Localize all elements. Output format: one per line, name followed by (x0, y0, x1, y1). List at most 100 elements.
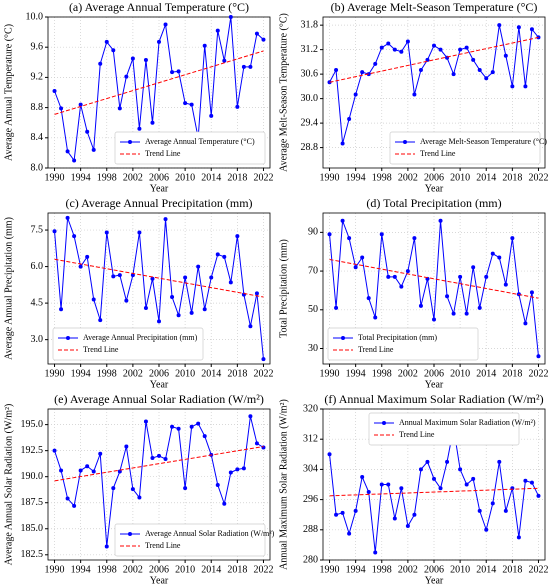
plot-frame (322, 212, 546, 365)
y-tick-label: 8.4 (31, 132, 44, 143)
data-point (399, 284, 404, 289)
data-point (405, 39, 410, 44)
data-point (366, 296, 371, 301)
data-point (98, 61, 103, 66)
data-point (412, 236, 417, 241)
data-point (523, 478, 528, 483)
legend-box (327, 327, 479, 361)
data-point (183, 275, 188, 280)
trend-line (329, 258, 539, 299)
data-point (228, 280, 233, 285)
data-point (215, 252, 220, 257)
data-point (254, 291, 259, 296)
data-point (111, 274, 116, 279)
data-point (451, 311, 456, 316)
data-point (222, 501, 227, 506)
x-tick-label: 2002 (123, 172, 143, 183)
data-point (432, 317, 436, 322)
legend-label: Trend Line (145, 149, 181, 158)
data-point (347, 117, 352, 122)
x-tick-label: 2022 (528, 368, 548, 379)
data-point (52, 448, 57, 453)
y-axis-label: Annual Maximum Solar Radiation (W/m²) (278, 399, 289, 570)
data-point (261, 357, 266, 362)
data-point (458, 467, 463, 472)
data-point (529, 290, 534, 295)
x-axis-label: Year (425, 183, 444, 194)
x-tick-label: 1990 (320, 564, 340, 575)
data-point (143, 58, 148, 63)
legend-marker (382, 421, 386, 425)
legend-box (114, 131, 266, 165)
data-point (464, 311, 469, 316)
plot-frame (322, 16, 546, 169)
data-point (176, 69, 181, 74)
data-point (327, 452, 332, 457)
data-point (405, 524, 410, 529)
data-point (497, 255, 502, 260)
data-point (366, 490, 371, 495)
x-axis-label: Year (425, 379, 444, 390)
data-point (497, 459, 502, 464)
trend-line (54, 50, 264, 115)
x-axis-label: Year (150, 183, 169, 194)
data-point (98, 318, 103, 323)
data-point (503, 282, 508, 287)
y-tick-label: 288 (303, 524, 318, 535)
y-tick-label: 50 (308, 304, 318, 315)
data-point (209, 113, 214, 118)
data-point (425, 57, 430, 62)
x-tick-label: 2014 (201, 172, 221, 183)
y-axis-label: Total Precipitation (mm) (278, 239, 289, 338)
x-tick-label: 2014 (476, 172, 496, 183)
data-point (157, 39, 161, 44)
x-tick-label: 2018 (502, 368, 522, 379)
data-point (176, 426, 181, 431)
x-tick-label: 2018 (502, 564, 522, 575)
legend-label: Annual Maximum Solar Radiation (W/m²) (399, 418, 536, 427)
data-point (360, 474, 365, 479)
x-tick-label: 1994 (71, 564, 91, 575)
x-tick-label: 2014 (201, 564, 221, 575)
data-point (241, 466, 246, 471)
data-point (405, 269, 410, 274)
data-point (150, 455, 155, 460)
x-tick-label: 2014 (476, 564, 496, 575)
data-point (340, 218, 345, 223)
data-point (516, 535, 521, 540)
data-point (340, 510, 345, 515)
x-tick-label: 1998 (97, 368, 117, 379)
panel-title: (c) Average Annual Precipitation (mm) (65, 196, 252, 210)
data-point (373, 61, 378, 66)
x-tick-label: 2002 (398, 368, 418, 379)
y-tick-label: 312 (303, 433, 318, 444)
data-point (59, 106, 64, 111)
x-tick-label: 2018 (227, 172, 247, 183)
panel-title: (a) Average Annual Temperature (°C) (69, 0, 249, 14)
data-point (379, 45, 384, 50)
y-tick-label: 320 (303, 403, 318, 414)
data-point (497, 23, 502, 28)
data-point (85, 129, 90, 134)
data-point (516, 25, 521, 30)
data-point (373, 550, 378, 555)
data-point (170, 70, 175, 75)
y-tick-label: 90 (308, 227, 318, 238)
data-point (503, 53, 508, 58)
x-axis-label: Year (425, 575, 444, 586)
data-point (163, 22, 168, 27)
x-tick-label: 1998 (372, 564, 392, 575)
data-point (464, 45, 469, 50)
legend-label: Trend Line (420, 149, 456, 158)
data-point (503, 508, 508, 513)
legend-label: Trend Line (145, 541, 181, 550)
x-tick-label: 2002 (123, 564, 143, 575)
legend-label: Average Annual Precipitation (mm) (83, 333, 198, 342)
y-tick-label: 6.0 (31, 261, 44, 272)
data-point (111, 48, 116, 53)
data-point (484, 527, 489, 532)
data-point (477, 508, 482, 513)
data-point (353, 508, 358, 513)
data-point (189, 102, 194, 107)
data-point (373, 315, 378, 320)
